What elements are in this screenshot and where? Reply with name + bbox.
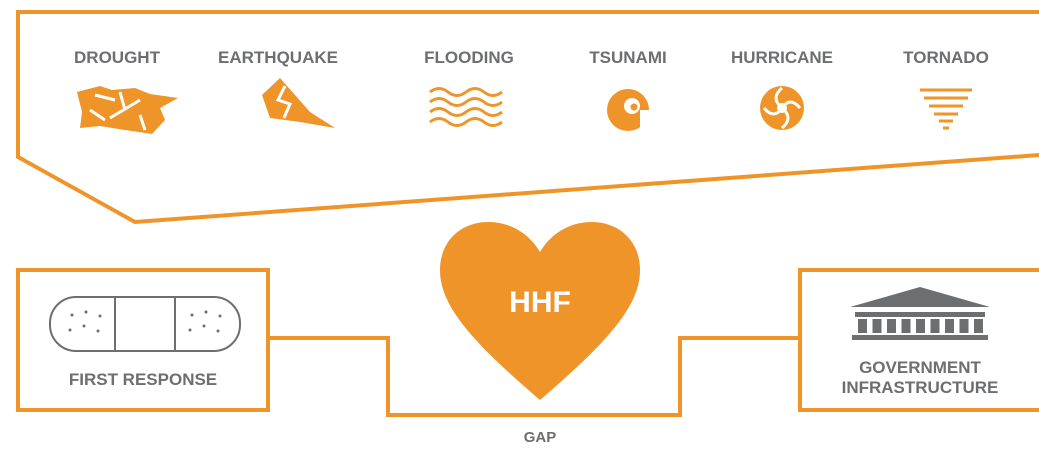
tornado-icon: [920, 88, 972, 130]
building-icon: [850, 287, 990, 340]
gap-line: [268, 336, 800, 417]
heart: [440, 222, 640, 400]
column: [959, 319, 969, 333]
column: [901, 319, 911, 333]
tsunami-icon: [607, 89, 654, 132]
column: [916, 319, 925, 333]
gap-label: GAP: [524, 429, 557, 446]
government-label-line: INFRASTRUCTURE: [842, 378, 999, 397]
column: [858, 319, 867, 333]
disaster-label: HURRICANE: [731, 48, 833, 67]
bandage-icon: [49, 296, 241, 352]
disaster-label: DROUGHT: [74, 48, 161, 67]
column: [945, 319, 954, 333]
column: [872, 319, 882, 333]
disaster-label: TORNADO: [903, 48, 989, 67]
column: [974, 319, 983, 333]
earthquake-icon: [262, 78, 335, 128]
government-label-line: GOVERNMENT: [859, 358, 981, 377]
drought-icon: [77, 86, 178, 134]
disaster-labels: DROUGHT EARTHQUAKE FLOODING TSUNAMI HURRICAN…: [74, 48, 989, 67]
disaster-label: FLOODING: [424, 48, 514, 67]
flooding-icon: [429, 87, 503, 127]
disaster-label: EARTHQUAKE: [218, 48, 338, 67]
column: [930, 319, 940, 333]
hurricane-icon: [760, 86, 804, 130]
disaster-label: TSUNAMI: [589, 48, 666, 67]
disaster-banner: [16, 10, 1039, 225]
first-response-label: FIRST RESPONSE: [69, 370, 217, 389]
heart-label: HHF: [509, 286, 571, 319]
column: [887, 319, 896, 333]
